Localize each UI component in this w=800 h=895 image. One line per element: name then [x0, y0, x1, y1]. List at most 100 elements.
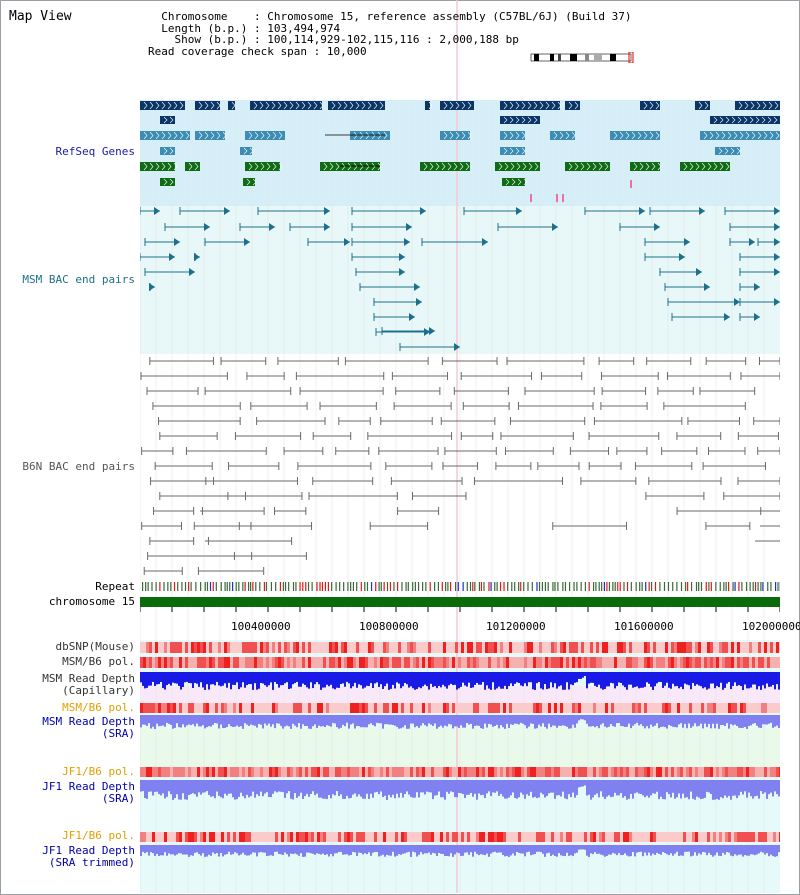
polymorphism-cell — [710, 642, 713, 653]
read-depth-bar — [706, 672, 708, 690]
repeat-element — [393, 582, 395, 591]
gene-strand-arrow — [745, 131, 750, 140]
read-depth-bar — [442, 845, 444, 854]
repeat-element — [215, 582, 217, 591]
polymorphism-cell — [728, 767, 731, 777]
polymorphism-cell — [266, 642, 269, 653]
read-depth-bar — [524, 672, 526, 684]
read-depth-bar — [304, 672, 306, 685]
polymorphism-cell — [515, 642, 518, 653]
gene-strand-arrow — [337, 101, 342, 110]
read-depth-bar — [328, 845, 330, 857]
polymorphism-cell — [401, 832, 404, 842]
read-depth-bar — [284, 672, 286, 684]
track-label-msm-b6-pol-1: MSM/B6 pol. — [62, 655, 135, 668]
read-depth-bar — [632, 845, 634, 853]
polymorphism-cell — [251, 832, 254, 842]
read-depth-bar — [682, 715, 684, 728]
track-label-jf1-depth-sra: JF1 Read Depth (SRA) — [42, 781, 135, 805]
polymorphism-cell — [182, 657, 185, 668]
chromosome-ideogram[interactable] — [530, 52, 634, 63]
read-depth-bar — [766, 845, 768, 854]
polymorphism-cell — [278, 767, 281, 777]
gene-block — [328, 101, 385, 110]
read-depth-bar — [614, 845, 616, 854]
repeat-element — [630, 582, 632, 591]
read-depth-bar — [606, 780, 608, 797]
gene-strand-arrow — [503, 101, 508, 110]
read-depth-bar — [444, 672, 446, 687]
gene-strand-arrow — [455, 101, 460, 110]
repeat-element — [708, 582, 710, 591]
read-depth-bar — [660, 780, 662, 797]
track-label-msm-bac[interactable]: MSM BAC end pairs — [22, 273, 135, 286]
gene-strand-arrow — [724, 147, 729, 155]
repeat-element — [380, 582, 382, 591]
read-depth-bar — [414, 780, 416, 798]
track-label-refseq[interactable]: RefSeq Genes — [55, 145, 135, 158]
read-depth-bar — [452, 780, 454, 793]
read-depth-bar — [428, 715, 430, 724]
polymorphism-cell — [530, 703, 533, 713]
polymorphism-cell — [527, 703, 530, 713]
genome-tracks[interactable] — [140, 0, 780, 893]
polymorphism-cell — [203, 703, 206, 713]
polymorphism-cell — [266, 657, 269, 668]
polymorphism-cell — [575, 767, 578, 777]
polymorphism-cell — [500, 657, 503, 668]
msm-bac-end — [774, 207, 780, 215]
polymorphism-cell — [689, 703, 692, 713]
polymorphism-cell — [395, 832, 398, 842]
read-depth-bar — [372, 780, 374, 798]
repeat-element — [728, 582, 730, 591]
read-depth-bar — [414, 845, 416, 853]
read-depth-bar — [532, 845, 534, 855]
read-depth-bar — [506, 845, 508, 856]
repeat-element — [263, 582, 266, 591]
read-depth-bar — [240, 672, 242, 688]
read-depth-bar — [294, 715, 296, 726]
read-depth-bar — [366, 715, 368, 728]
msm-bac-end — [204, 223, 210, 231]
read-depth-bar — [326, 780, 328, 800]
polymorphism-cell — [614, 703, 617, 713]
gene-strand-arrow — [773, 116, 778, 124]
gene-strand-arrow — [639, 162, 644, 171]
polymorphism-cell — [167, 767, 170, 777]
read-depth-bar — [612, 715, 614, 727]
polymorphism-cell — [446, 657, 449, 668]
gene-strand-arrow — [713, 162, 718, 171]
read-depth-bar — [768, 845, 770, 857]
polymorphism-cell — [596, 767, 599, 777]
polymorphism-cell — [590, 832, 593, 842]
polymorphism-cell — [518, 657, 521, 668]
polymorphism-cell — [725, 642, 728, 653]
read-depth-bar — [336, 780, 338, 792]
read-depth-bar — [240, 845, 242, 855]
read-depth-bar — [704, 845, 706, 853]
polymorphism-cell — [644, 657, 647, 668]
gene-block — [195, 101, 220, 110]
read-depth-bar — [170, 672, 172, 686]
read-depth-bar — [352, 715, 354, 724]
gene-strand-arrow — [528, 162, 533, 171]
read-depth-bar — [208, 715, 210, 727]
track-label-b6n-bac[interactable]: B6N BAC end pairs — [22, 460, 135, 473]
read-depth-bar — [246, 672, 248, 686]
read-depth-bar — [470, 780, 472, 793]
read-depth-bar — [370, 715, 372, 724]
read-depth-bar — [778, 715, 780, 729]
polymorphism-cell — [365, 703, 368, 713]
polymorphism-cell — [293, 703, 296, 713]
polymorphism-cell — [476, 832, 479, 842]
polymorphism-cell — [143, 657, 146, 668]
polymorphism-cell — [317, 832, 320, 842]
gene-strand-arrow — [161, 131, 166, 140]
polymorphism-cell — [263, 832, 266, 842]
msm-bac-end — [416, 298, 422, 306]
polymorphism-cell — [446, 832, 449, 842]
read-depth-bar — [236, 845, 238, 854]
polymorphism-cell — [497, 703, 500, 713]
gene-strand-arrow — [515, 101, 520, 110]
read-depth-bar — [726, 845, 728, 852]
